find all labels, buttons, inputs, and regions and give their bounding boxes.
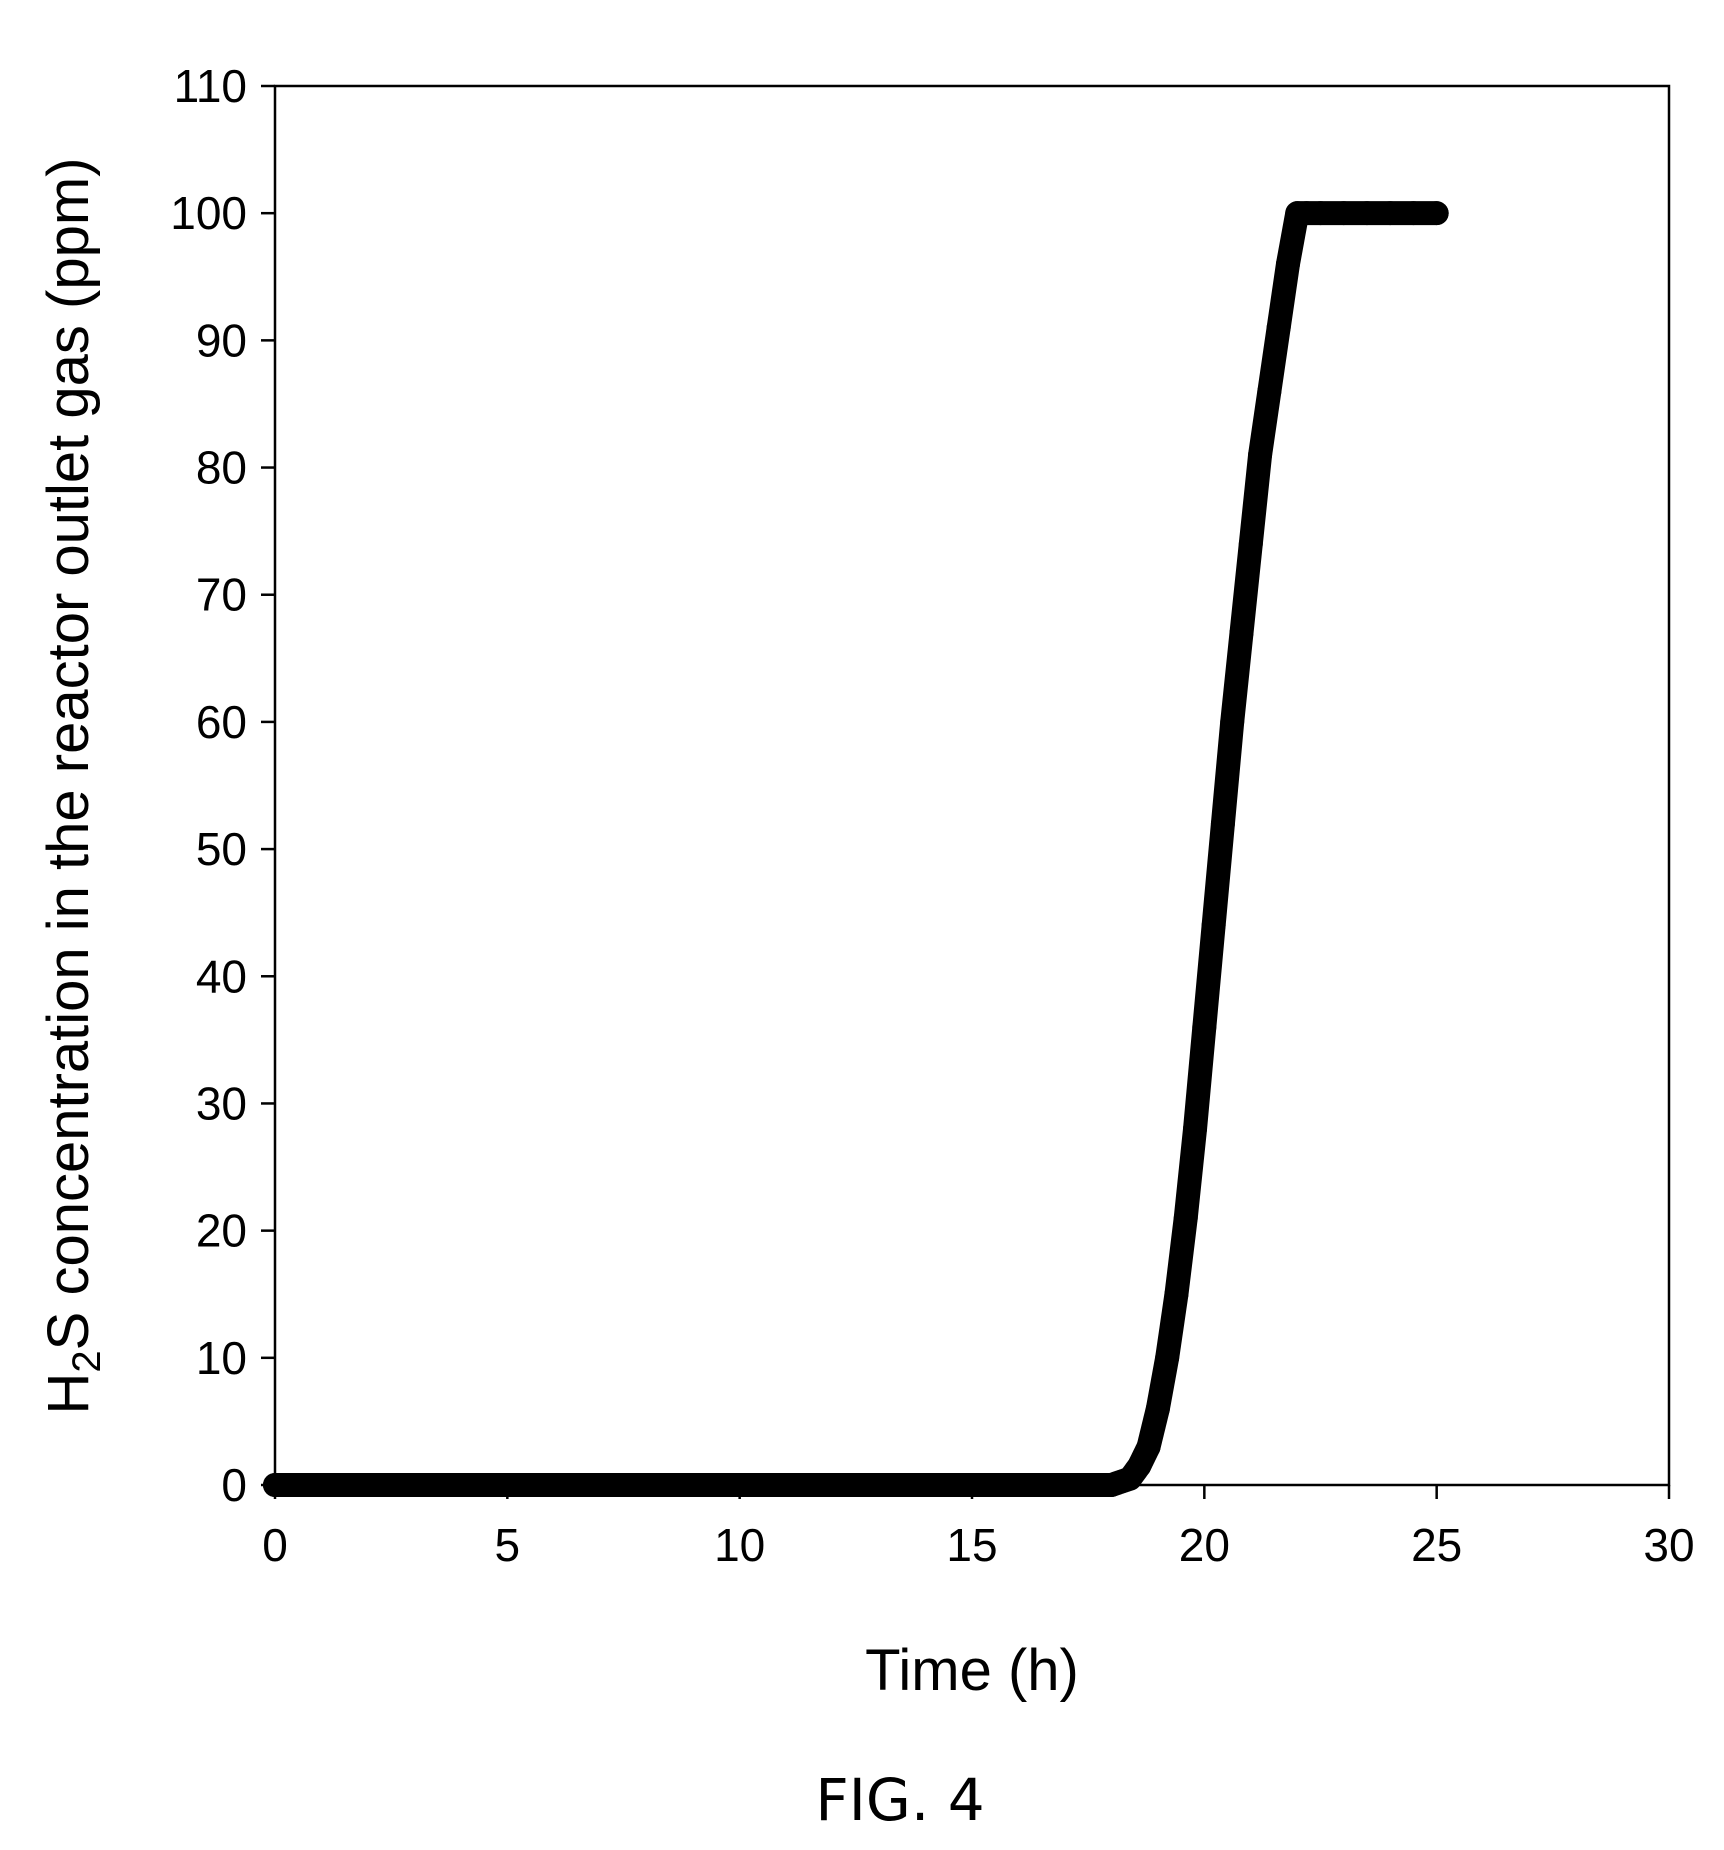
data-point [1210,811,1235,836]
data-point [820,1473,845,1497]
data-point [1127,1453,1152,1478]
data-point [1183,1116,1208,1141]
data-point [1308,201,1333,226]
data-point [1155,1345,1180,1370]
x-tick-label: 5 [495,1519,521,1571]
y-tick-label: 50 [196,823,247,875]
data-point [1257,379,1282,404]
x-axis-ticks: 0 5 10 15 20 25 30 [262,1485,1695,1571]
data-point [1275,252,1300,277]
data-point [1229,620,1254,645]
x-tick-label: 30 [1643,1519,1694,1571]
data-point [1201,913,1226,938]
series-trace [263,201,1449,1497]
data-point [1401,201,1426,226]
data-point [1164,1282,1189,1307]
data-point [263,1473,287,1497]
data-point [1424,201,1449,226]
x-tick-label: 20 [1179,1519,1230,1571]
data-point [1192,1015,1217,1040]
data-point [1248,442,1273,467]
y-axis-title: H2S concentration in the reactor outlet … [36,158,109,1415]
data-point [1354,201,1379,226]
y-tick-label: 40 [196,950,247,1002]
data-point [1266,315,1291,340]
x-tick-label: 25 [1411,1519,1462,1571]
data-point [355,1473,380,1497]
data-point [727,1473,752,1497]
y-axis-title-rest: S concentration in the reactor outlet ga… [36,158,101,1351]
data-point [1136,1434,1161,1459]
data-point [1378,201,1403,226]
data-series [263,201,1449,1497]
y-tick-label: 110 [174,60,247,112]
y-tick-label: 30 [196,1077,247,1129]
y-tick-label: 20 [196,1205,247,1257]
data-point [1052,1473,1077,1497]
y-tick-label: 90 [196,314,247,366]
data-point [541,1473,566,1497]
x-axis-title: Time (h) [865,1638,1079,1703]
data-point [448,1473,473,1497]
data-point [1331,201,1356,226]
plot-area [273,84,1671,1487]
figure-caption: FIG. 4 [815,1766,984,1834]
y-axis-title-prefix: H [36,1373,101,1415]
y-axis-title-subscript: 2 [65,1350,109,1372]
data-point [1220,709,1245,734]
y-tick-label: 10 [196,1332,247,1384]
y-tick-label: 60 [196,696,247,748]
y-tick-label: 80 [196,442,247,494]
data-point [1006,1473,1031,1497]
x-tick-label: 0 [262,1519,288,1571]
y-tick-label: 70 [196,569,247,621]
data-point [1173,1205,1198,1230]
y-tick-label: 0 [221,1459,247,1511]
data-point [1145,1396,1170,1421]
x-tick-label: 10 [714,1519,765,1571]
y-axis-ticks: 0 10 20 30 40 50 60 70 80 90 100 110 [170,60,275,1511]
data-point [1099,1473,1124,1497]
x-tick-label: 15 [946,1519,997,1571]
y-tick-label: 100 [170,187,247,239]
data-point [1238,531,1263,556]
data-point [913,1473,938,1497]
data-point [634,1473,659,1497]
